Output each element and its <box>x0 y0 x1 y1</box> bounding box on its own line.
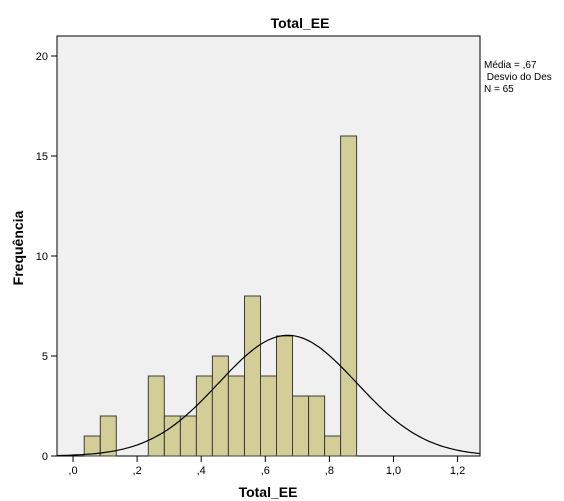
histogram-bar-8 <box>244 295 261 457</box>
y-tick-label: 0 <box>42 451 48 463</box>
x-tick-label: ,0 <box>68 465 77 477</box>
x-axis-title: Total_EE <box>239 484 298 500</box>
x-tick-label: 1,2 <box>450 465 465 477</box>
histogram-bar-12 <box>308 395 326 457</box>
stat-mean: Média = ,67 <box>484 60 537 71</box>
histogram-bar-2 <box>147 375 165 457</box>
histogram-bar-11 <box>292 395 309 457</box>
x-axis: ,0 ,2 ,4 ,6 ,8 1,0 1,2 <box>68 456 465 477</box>
y-axis: 0 5 10 15 20 <box>36 51 57 463</box>
chart-title: Total_EE <box>271 15 330 31</box>
histogram-bar-5 <box>195 375 213 457</box>
y-axis-title: Frequência <box>10 210 26 285</box>
x-tick-label: ,2 <box>133 465 142 477</box>
histogram-bar-7 <box>227 375 245 457</box>
stat-n: N = 65 <box>484 84 514 95</box>
y-tick-label: 5 <box>42 351 48 363</box>
stats-legend: Média = ,67 Desvio do Des N = 65 <box>484 60 552 95</box>
histogram-bar-14 <box>340 135 358 457</box>
stat-std: Desvio do Des <box>484 72 552 83</box>
y-tick-label: 10 <box>36 251 48 263</box>
y-tick-label: 20 <box>36 51 48 63</box>
histogram-bar-13 <box>324 435 342 457</box>
normal-curve <box>56 334 481 457</box>
histogram-bar-10 <box>276 335 293 457</box>
x-tick-label: 1,0 <box>386 465 401 477</box>
histogram-bar-4 <box>179 415 197 457</box>
x-tick-label: ,4 <box>197 465 206 477</box>
histogram-bar-6 <box>211 355 229 457</box>
x-tick-label: ,8 <box>325 465 334 477</box>
histogram-bar-9 <box>260 375 277 457</box>
x-tick-label: ,6 <box>261 465 270 477</box>
y-tick-label: 15 <box>36 151 48 163</box>
histogram-bar-1 <box>99 415 117 457</box>
bars-group <box>83 135 358 457</box>
